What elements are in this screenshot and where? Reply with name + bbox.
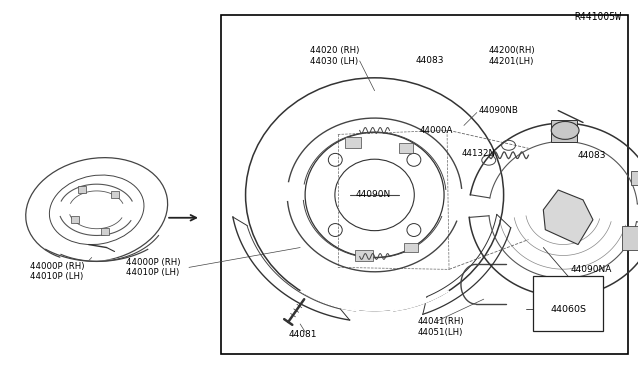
Bar (345, 137, 361, 148)
Text: 44000P (RH)
44010P (LH): 44000P (RH) 44010P (LH) (30, 262, 84, 281)
Polygon shape (61, 235, 164, 274)
Text: 44060S: 44060S (550, 305, 586, 314)
Text: 44132N: 44132N (462, 149, 496, 158)
Bar (111, 191, 118, 198)
Text: 44090N: 44090N (356, 190, 391, 199)
Text: 44000A: 44000A (419, 126, 452, 135)
Text: 44090NA: 44090NA (570, 265, 611, 274)
Bar (533, 276, 603, 331)
Bar (399, 143, 413, 153)
Bar (355, 250, 372, 262)
Text: 44000P (RH)
44010P (LH): 44000P (RH) 44010P (LH) (127, 258, 181, 277)
Text: 44081: 44081 (288, 330, 317, 339)
Text: 44083: 44083 (415, 57, 444, 65)
Text: R441005W: R441005W (575, 12, 621, 22)
Polygon shape (543, 190, 593, 244)
Ellipse shape (551, 122, 579, 140)
Text: 44041(RH)
44051(LH): 44041(RH) 44051(LH) (417, 317, 464, 337)
Text: 44090NB: 44090NB (479, 106, 518, 115)
Bar (78, 186, 86, 193)
Bar (71, 216, 79, 223)
Bar (221, 15, 628, 354)
Bar (100, 228, 109, 235)
Polygon shape (549, 277, 577, 299)
Bar (630, 171, 640, 185)
Text: 44020 (RH)
44030 (LH): 44020 (RH) 44030 (LH) (310, 46, 360, 66)
Text: 44083: 44083 (577, 151, 605, 160)
Bar (621, 226, 639, 250)
Text: 44200(RH)
44201(LH): 44200(RH) 44201(LH) (489, 46, 535, 66)
Bar (404, 243, 419, 253)
Polygon shape (301, 291, 449, 317)
Bar (551, 121, 577, 142)
